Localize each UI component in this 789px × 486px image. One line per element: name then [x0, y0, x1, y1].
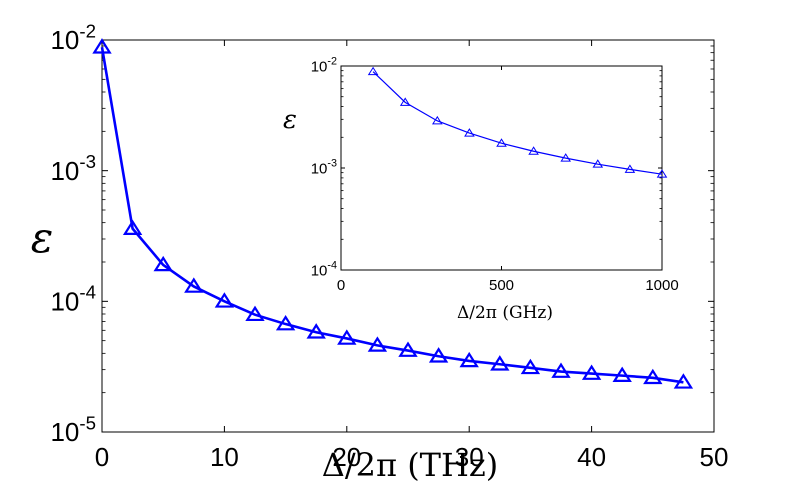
y-tick-exponent: -3 [79, 151, 96, 172]
x-tick-label: 500 [489, 277, 514, 294]
y-tick-base: 10 [50, 156, 79, 186]
y-axis-label: ε [283, 105, 297, 135]
data-point [673, 373, 694, 389]
data-point [122, 219, 143, 235]
data-point [245, 305, 265, 322]
x-tick-label: 0 [337, 277, 345, 294]
data-point [656, 169, 668, 178]
series-line [372, 71, 663, 175]
y-tick-exponent: -4 [327, 260, 337, 272]
y-tick-base: 10 [50, 417, 79, 447]
data-point [643, 368, 663, 385]
x-axis-label: Δ/2π (GHz) [457, 303, 553, 323]
plot-frame [101, 39, 715, 433]
y-tick-exponent: -3 [327, 158, 337, 170]
y-tick-base: 10 [311, 58, 328, 75]
data-point [592, 159, 604, 168]
data-point [153, 255, 173, 272]
x-tick-label: 20 [332, 442, 361, 472]
y-tick-label: 10-4 [50, 282, 96, 317]
y-tick-label: 10-2 [311, 56, 337, 76]
data-point [464, 128, 475, 137]
data-point [560, 153, 572, 162]
data-point [367, 336, 388, 352]
data-point [428, 347, 449, 363]
y-tick-exponent: -5 [79, 412, 96, 433]
x-tick-label: 50 [700, 442, 729, 472]
data-point [528, 146, 539, 155]
y-tick-base: 10 [311, 262, 328, 279]
data-point [581, 364, 602, 380]
data-point [490, 355, 510, 371]
x-tick-label: 30 [455, 442, 484, 472]
data-point [275, 314, 296, 331]
data-point [459, 351, 479, 368]
series-line [100, 47, 684, 384]
y-tick-base: 10 [50, 25, 79, 55]
data-point [612, 366, 632, 382]
data-point [92, 38, 112, 54]
data-point [306, 323, 326, 339]
y-tick-base: 10 [311, 160, 328, 177]
data-point [214, 292, 235, 308]
data-point [496, 138, 507, 147]
x-tick-label: 0 [95, 442, 109, 472]
data-point [624, 164, 636, 173]
y-tick-label: 10-4 [311, 260, 337, 280]
x-tick-label: 1000 [645, 277, 678, 294]
y-tick-label: 10-3 [50, 151, 96, 186]
data-point [398, 341, 418, 357]
y-axis-label: ε [31, 213, 54, 262]
data-point [551, 362, 571, 378]
y-tick-exponent: -2 [79, 20, 96, 41]
data-point [367, 66, 379, 76]
x-axis-label: Δ/2π (THz) [322, 446, 499, 484]
y-tick-label: 10-2 [50, 20, 96, 55]
y-tick-label: 10-5 [50, 412, 96, 447]
data-point [399, 97, 411, 106]
y-tick-label: 10-3 [311, 158, 337, 178]
data-point [184, 277, 204, 293]
y-tick-exponent: -2 [327, 56, 337, 68]
data-point [337, 329, 357, 345]
y-tick-base: 10 [50, 286, 79, 316]
plot-frame [340, 65, 663, 271]
x-tick-label: 10 [210, 442, 239, 472]
y-tick-exponent: -4 [79, 282, 96, 303]
data-point [520, 358, 541, 375]
x-tick-label: 40 [577, 442, 606, 472]
data-point [431, 115, 443, 125]
